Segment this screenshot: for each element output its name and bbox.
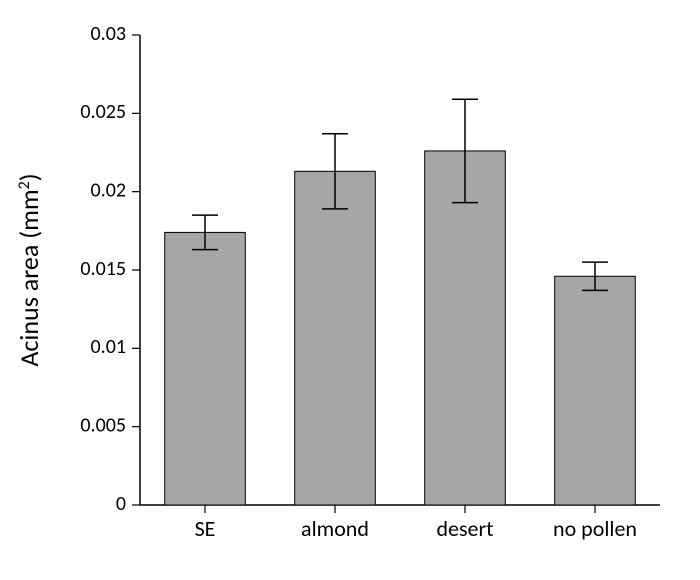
category-label: desert <box>436 515 493 542</box>
chart-svg: 0 0.005 0.01 0.015 0.02 0.025 0.03 SE almond dese… <box>0 0 700 575</box>
category-label: no pollen <box>553 515 637 542</box>
bar <box>295 171 376 505</box>
bar-chart: 0 0.005 0.01 0.015 0.02 0.025 0.03 SE almond dese… <box>0 0 700 575</box>
bar <box>425 151 506 505</box>
bar <box>165 232 246 505</box>
y-axis-label: Acinus area (mm2) <box>13 173 45 366</box>
y-tick-label: 0.03 <box>91 22 126 46</box>
y-tick-label: 0.01 <box>91 335 126 359</box>
y-tick-label: 0.025 <box>80 100 126 124</box>
y-tick-label: 0.02 <box>91 178 126 202</box>
y-tick-label: 0.015 <box>80 257 126 281</box>
bar <box>555 276 636 505</box>
y-tick-label: 0.005 <box>80 413 126 437</box>
y-tick-label: 0 <box>116 492 126 516</box>
category-label: almond <box>301 515 369 542</box>
category-label: SE <box>195 515 216 542</box>
